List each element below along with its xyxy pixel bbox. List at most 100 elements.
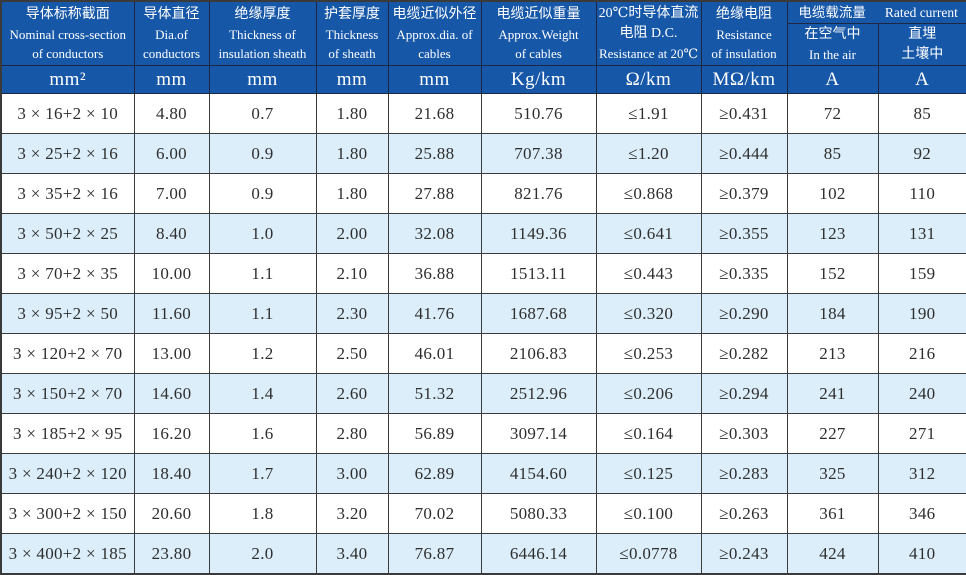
table-cell: ≤0.443 bbox=[596, 254, 701, 294]
header-line: Thickness bbox=[319, 25, 386, 44]
table-cell: 56.89 bbox=[388, 414, 481, 454]
table-body: 3 × 16+2 × 10 4.80 0.7 1.80 21.68 510.76… bbox=[1, 94, 966, 575]
header-line: Approx.Weight bbox=[484, 25, 594, 44]
table-row: 3 × 400+2 × 185 23.80 2.0 3.40 76.87 644… bbox=[1, 534, 966, 575]
table-cell: ≤0.253 bbox=[596, 334, 701, 374]
header-line: Thickness of bbox=[212, 25, 314, 44]
table-cell: 312 bbox=[878, 454, 966, 494]
header-rated-current-zh: 电缆载流量 bbox=[788, 2, 877, 23]
header-line: In the air bbox=[790, 45, 876, 64]
table-cell: 227 bbox=[787, 414, 878, 454]
header-insulation-resistance: 绝缘电阻 Resistance of insulation bbox=[701, 1, 787, 66]
table-cell: 3 × 150+2 × 70 bbox=[1, 374, 134, 414]
header-line: 土壤中 bbox=[881, 45, 965, 65]
header-line: of sheath bbox=[319, 44, 386, 63]
table-cell: 21.68 bbox=[388, 94, 481, 134]
table-cell: 0.9 bbox=[209, 134, 316, 174]
table-cell: 2106.83 bbox=[481, 334, 596, 374]
table-cell: 1.2 bbox=[209, 334, 316, 374]
table-cell: 1.0 bbox=[209, 214, 316, 254]
header-line: 绝缘厚度 bbox=[212, 5, 314, 25]
table-row: 3 × 35+2 × 16 7.00 0.9 1.80 27.88 821.76… bbox=[1, 174, 966, 214]
table-cell: 3 × 16+2 × 10 bbox=[1, 94, 134, 134]
table-cell: ≥0.303 bbox=[701, 414, 787, 454]
header-row-units: mm² mm mm mm mm Kg/km Ω/km MΩ/km A A bbox=[1, 66, 966, 94]
cable-spec-page: 导体标称截面 Nominal cross-section of conducto… bbox=[0, 0, 966, 547]
table-cell: ≤0.100 bbox=[596, 494, 701, 534]
unit-cell: A bbox=[878, 66, 966, 94]
table-cell: 2.10 bbox=[316, 254, 388, 294]
header-line: 在空气中 bbox=[790, 25, 876, 45]
table-cell: 0.9 bbox=[209, 174, 316, 214]
table-cell: ≥0.263 bbox=[701, 494, 787, 534]
table-cell: 46.01 bbox=[388, 334, 481, 374]
table-cell: 240 bbox=[878, 374, 966, 414]
table-cell: 190 bbox=[878, 294, 966, 334]
table-cell: ≥0.355 bbox=[701, 214, 787, 254]
table-cell: 3 × 185+2 × 95 bbox=[1, 414, 134, 454]
table-cell: 102 bbox=[787, 174, 878, 214]
unit-cell: mm bbox=[316, 66, 388, 94]
header-in-air: 在空气中 In the air bbox=[787, 24, 878, 66]
table-row: 3 × 150+2 × 70 14.60 1.4 2.60 51.32 2512… bbox=[1, 374, 966, 414]
table-cell: 3 × 120+2 × 70 bbox=[1, 334, 134, 374]
table-cell: 0.7 bbox=[209, 94, 316, 134]
table-cell: 3 × 35+2 × 16 bbox=[1, 174, 134, 214]
table-cell: ≤0.0778 bbox=[596, 534, 701, 575]
table-cell: 159 bbox=[878, 254, 966, 294]
table-cell: 424 bbox=[787, 534, 878, 575]
table-cell: 3.20 bbox=[316, 494, 388, 534]
table-cell: ≥0.335 bbox=[701, 254, 787, 294]
table-cell: 2.00 bbox=[316, 214, 388, 254]
table-cell: 1.4 bbox=[209, 374, 316, 414]
table-cell: 821.76 bbox=[481, 174, 596, 214]
table-header: 导体标称截面 Nominal cross-section of conducto… bbox=[1, 1, 966, 94]
unit-cell: mm bbox=[209, 66, 316, 94]
table-cell: 346 bbox=[878, 494, 966, 534]
table-cell: 216 bbox=[878, 334, 966, 374]
table-cell: 1.80 bbox=[316, 174, 388, 214]
table-cell: ≥0.282 bbox=[701, 334, 787, 374]
table-cell: 3 × 240+2 × 120 bbox=[1, 454, 134, 494]
header-sheath-thickness: 护套厚度 Thickness of sheath bbox=[316, 1, 388, 66]
unit-cell: mm bbox=[134, 66, 209, 94]
table-cell: 1.6 bbox=[209, 414, 316, 454]
header-line: Nominal cross-section bbox=[4, 25, 132, 44]
table-cell: ≤0.320 bbox=[596, 294, 701, 334]
header-insulation-thickness: 绝缘厚度 Thickness of insulation sheath bbox=[209, 1, 316, 66]
table-cell: 1687.68 bbox=[481, 294, 596, 334]
table-cell: ≥0.283 bbox=[701, 454, 787, 494]
table-row: 3 × 185+2 × 95 16.20 1.6 2.80 56.89 3097… bbox=[1, 414, 966, 454]
table-cell: 36.88 bbox=[388, 254, 481, 294]
table-cell: 51.32 bbox=[388, 374, 481, 414]
table-cell: 72 bbox=[787, 94, 878, 134]
table-cell: 5080.33 bbox=[481, 494, 596, 534]
table-cell: 20.60 bbox=[134, 494, 209, 534]
table-cell: 271 bbox=[878, 414, 966, 454]
table-cell: ≤1.91 bbox=[596, 94, 701, 134]
table-cell: 11.60 bbox=[134, 294, 209, 334]
unit-cell: MΩ/km bbox=[701, 66, 787, 94]
table-cell: 1.80 bbox=[316, 134, 388, 174]
header-line: cables bbox=[391, 44, 479, 63]
table-cell: 3 × 25+2 × 16 bbox=[1, 134, 134, 174]
header-rated-current-en: Rated current bbox=[877, 2, 966, 23]
table-cell: ≤0.641 bbox=[596, 214, 701, 254]
table-cell: ≥0.431 bbox=[701, 94, 787, 134]
table-cell: 70.02 bbox=[388, 494, 481, 534]
table-cell: 2.50 bbox=[316, 334, 388, 374]
header-dc-resistance: 20℃时导体直流 电阻 D.C. Resistance at 20℃ bbox=[596, 1, 701, 66]
table-cell: 3097.14 bbox=[481, 414, 596, 454]
rated-current-group-labels: 电缆载流量 Rated current bbox=[788, 2, 966, 23]
table-cell: ≥0.444 bbox=[701, 134, 787, 174]
table-cell: 2.60 bbox=[316, 374, 388, 414]
table-cell: 3.40 bbox=[316, 534, 388, 575]
table-cell: 2.30 bbox=[316, 294, 388, 334]
table-cell: ≤0.206 bbox=[596, 374, 701, 414]
header-line: insulation sheath bbox=[212, 44, 314, 63]
header-rated-current-group: 电缆载流量 Rated current bbox=[787, 1, 966, 24]
header-approx-weight: 电缆近似重量 Approx.Weight of cables bbox=[481, 1, 596, 66]
table-row: 3 × 70+2 × 35 10.00 1.1 2.10 36.88 1513.… bbox=[1, 254, 966, 294]
table-cell: ≤0.164 bbox=[596, 414, 701, 454]
